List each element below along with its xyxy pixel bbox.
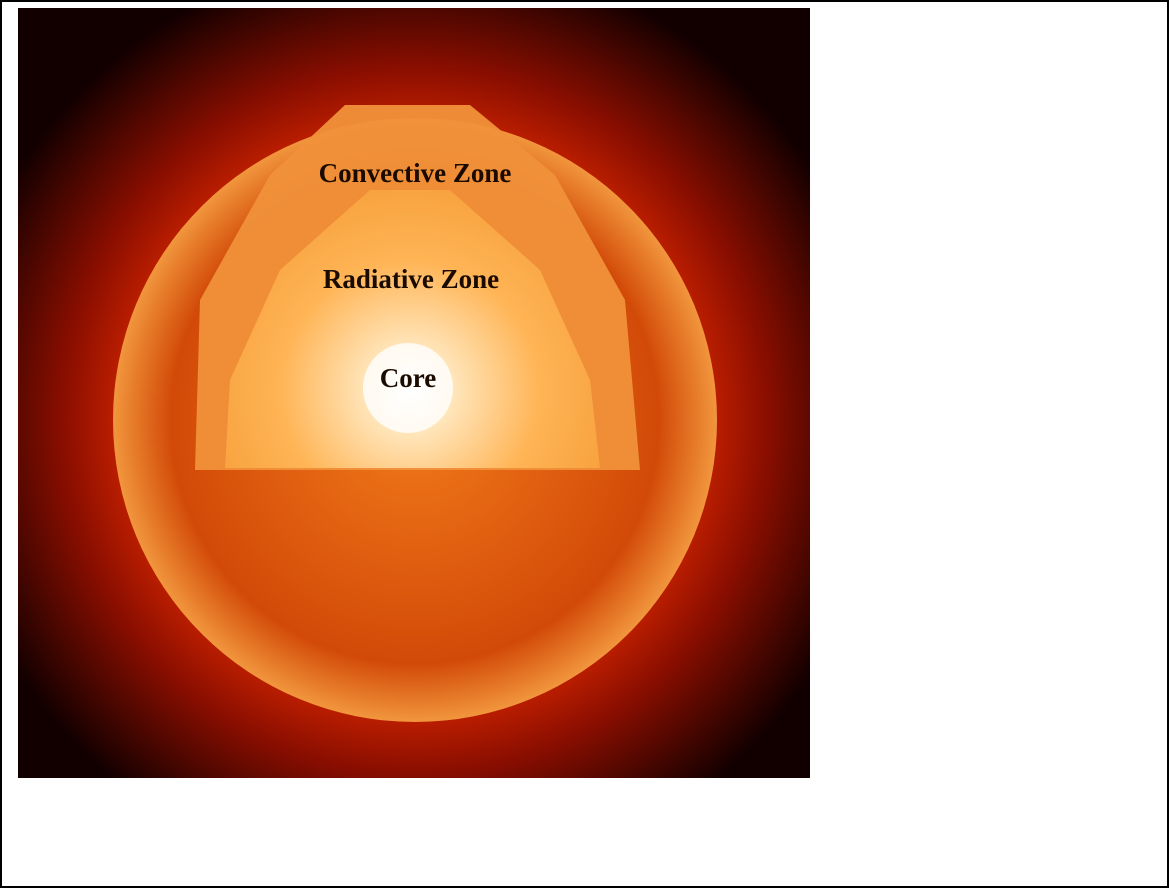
label: Convective Zone [319,158,512,188]
label: Radiative Zone [323,264,499,294]
page: Convective Zone Radiative Zone Core [0,0,1169,888]
sun-image: Convective Zone Radiative Zone Core [18,8,810,778]
label: Core [380,363,436,393]
